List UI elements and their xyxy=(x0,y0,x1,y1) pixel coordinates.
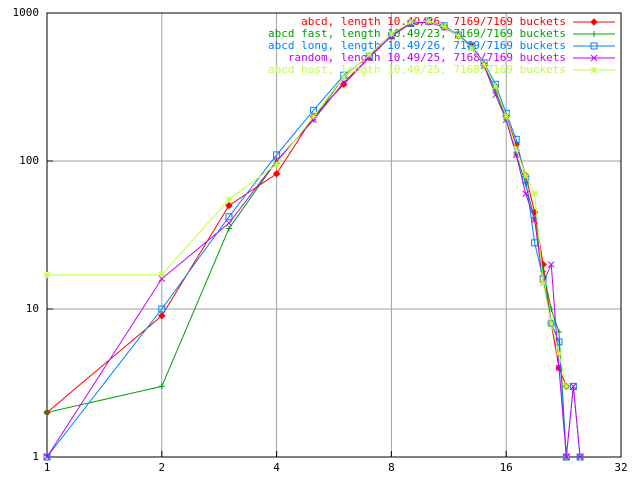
point xyxy=(340,80,348,88)
point xyxy=(570,383,577,390)
legend-label: abcd fast, length 10.49/23, 7169/7169 bu… xyxy=(268,27,566,40)
point xyxy=(43,453,51,461)
point xyxy=(225,225,232,232)
y-tick-label: 100 xyxy=(19,154,39,167)
x-tick-label: 16 xyxy=(500,461,513,474)
point xyxy=(43,271,51,279)
point xyxy=(562,383,570,390)
point xyxy=(340,73,348,81)
point xyxy=(310,106,318,114)
point xyxy=(44,409,50,416)
point xyxy=(562,453,570,461)
legend-marker xyxy=(590,54,598,62)
legend-marker xyxy=(590,66,598,74)
point xyxy=(425,17,432,25)
y-tick-label: 10 xyxy=(26,302,39,315)
legend-label: abcd, length 10.49/26, 7169/7169 buckets xyxy=(301,15,566,28)
point xyxy=(158,271,166,279)
point xyxy=(502,113,510,120)
x-tick-label: 32 xyxy=(614,461,627,474)
y-tick-label: 1000 xyxy=(13,6,40,19)
point xyxy=(468,44,476,52)
point xyxy=(365,51,373,59)
point xyxy=(310,113,317,120)
x-tick-label: 1 xyxy=(44,461,51,474)
x-tick-label: 4 xyxy=(273,461,280,474)
point xyxy=(225,201,233,210)
legend-label: abcd host, length 10.49/25, 7168/7169 bu… xyxy=(268,63,566,76)
point xyxy=(225,196,233,203)
legend-marker xyxy=(590,42,598,50)
legend-marker xyxy=(590,18,598,26)
point xyxy=(555,364,563,372)
plot-border xyxy=(46,12,622,458)
point xyxy=(522,190,530,198)
point xyxy=(531,190,539,198)
point xyxy=(522,171,530,179)
point xyxy=(43,453,51,461)
point xyxy=(539,279,547,287)
point xyxy=(388,30,395,38)
point xyxy=(225,213,233,221)
point xyxy=(407,18,415,26)
x-tick-label: 8 xyxy=(388,461,395,474)
legend-marker xyxy=(591,31,597,37)
point xyxy=(273,160,280,168)
point xyxy=(547,261,555,268)
legend-label: abcd long, length 10.49/26, 7169/7169 bu… xyxy=(268,39,566,52)
point xyxy=(555,350,563,357)
point xyxy=(273,151,281,159)
point xyxy=(455,32,462,40)
point xyxy=(480,60,488,68)
point xyxy=(512,151,520,159)
point xyxy=(440,23,448,30)
point xyxy=(576,453,584,461)
point xyxy=(548,306,555,312)
point xyxy=(547,319,555,327)
point xyxy=(158,383,165,390)
legend-label: random, length 10.49/25, 7168/7169 bucke… xyxy=(288,51,566,64)
point xyxy=(512,145,520,153)
point xyxy=(225,219,233,227)
point xyxy=(158,305,166,313)
y-tick-label: 1 xyxy=(32,450,39,463)
x-tick-label: 2 xyxy=(158,461,165,474)
point xyxy=(492,82,499,90)
point xyxy=(272,170,281,178)
point xyxy=(555,328,562,335)
point xyxy=(158,312,166,320)
